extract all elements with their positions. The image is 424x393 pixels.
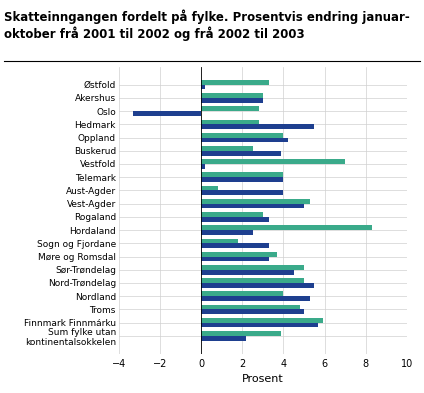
Bar <box>201 133 284 138</box>
Bar <box>201 270 294 275</box>
Bar <box>201 159 345 164</box>
X-axis label: Prosent: Prosent <box>242 374 284 384</box>
Bar <box>201 292 284 296</box>
Bar <box>201 296 310 301</box>
Bar <box>201 191 284 195</box>
Bar <box>201 84 205 89</box>
Bar <box>201 80 269 84</box>
Bar <box>201 318 323 323</box>
Bar <box>201 331 282 336</box>
Bar <box>201 217 269 222</box>
Bar <box>201 146 253 151</box>
Text: Skatteinngangen fordelt på fylke. Prosentvis endring januar-
oktober frå 2001 ti: Skatteinngangen fordelt på fylke. Prosen… <box>4 10 410 41</box>
Bar <box>201 323 318 327</box>
Bar <box>201 106 259 111</box>
Bar <box>201 336 246 341</box>
Bar <box>201 173 284 177</box>
Bar <box>201 151 282 156</box>
Bar <box>201 265 304 270</box>
Bar <box>201 230 253 235</box>
Bar <box>201 305 300 309</box>
Bar <box>201 225 372 230</box>
Bar <box>201 93 263 98</box>
Bar <box>201 278 304 283</box>
Bar <box>201 283 314 288</box>
Bar <box>201 239 238 243</box>
Bar <box>201 177 284 182</box>
Bar <box>201 199 310 204</box>
Bar <box>201 257 269 261</box>
Bar <box>201 212 263 217</box>
Bar <box>201 185 218 191</box>
Bar <box>201 124 314 129</box>
Bar <box>201 138 287 142</box>
Bar <box>201 309 304 314</box>
Bar <box>201 252 277 257</box>
Bar <box>201 204 304 208</box>
Bar <box>133 111 201 116</box>
Bar <box>201 164 205 169</box>
Bar <box>201 98 263 103</box>
Bar <box>201 119 259 124</box>
Bar <box>201 243 269 248</box>
